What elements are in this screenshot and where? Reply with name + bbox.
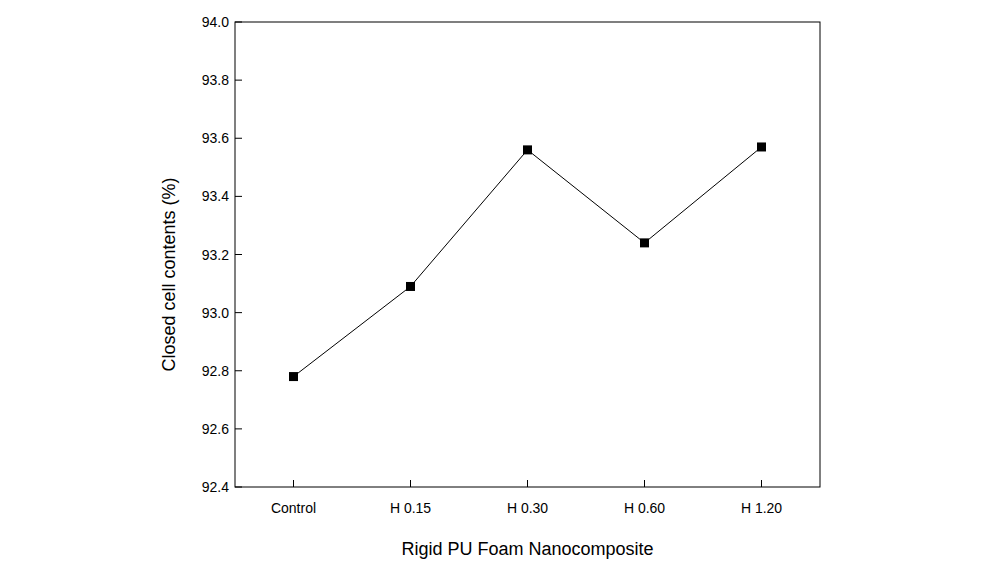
y-tick bbox=[235, 428, 242, 429]
x-tick-label: Control bbox=[271, 500, 316, 516]
y-tick bbox=[235, 312, 242, 313]
y-tick bbox=[235, 254, 242, 255]
data-point bbox=[289, 372, 298, 381]
data-point bbox=[757, 142, 766, 151]
y-tick-label: 92.4 bbox=[202, 479, 229, 495]
x-tick-label: H 1.20 bbox=[741, 500, 782, 516]
y-tick-label: 93.6 bbox=[202, 130, 229, 146]
plot-frame bbox=[235, 22, 820, 487]
x-tick-label: H 0.15 bbox=[390, 500, 431, 516]
x-tick bbox=[644, 480, 645, 487]
chart: 92.4 92.6 92.8 93.0 93.2 93.4 93.6 93.8 94.0 Cont… bbox=[0, 0, 1003, 581]
data-point bbox=[640, 238, 649, 247]
x-tick bbox=[293, 480, 294, 487]
y-tick bbox=[235, 22, 242, 23]
y-tick-label: 92.8 bbox=[202, 363, 229, 379]
y-tick-label: 93.2 bbox=[202, 247, 229, 263]
y-tick-label: 94.0 bbox=[202, 14, 229, 30]
data-point bbox=[523, 145, 532, 154]
y-tick-label: 93.8 bbox=[202, 72, 229, 88]
y-tick bbox=[235, 487, 242, 488]
data-point bbox=[406, 282, 415, 291]
x-tick bbox=[761, 480, 762, 487]
x-tick-label: H 0.60 bbox=[624, 500, 665, 516]
y-tick-label: 93.0 bbox=[202, 305, 229, 321]
y-tick bbox=[235, 138, 242, 139]
y-axis-title: Closed cell contents (%) bbox=[159, 177, 179, 371]
y-tick bbox=[235, 196, 242, 197]
series bbox=[289, 142, 766, 381]
x-tick bbox=[410, 480, 411, 487]
x-tick-label: H 0.30 bbox=[507, 500, 548, 516]
y-tick bbox=[235, 80, 242, 81]
y-tick-label: 92.6 bbox=[202, 421, 229, 437]
y-tick bbox=[235, 370, 242, 371]
x-axis-title: Rigid PU Foam Nanocomposite bbox=[401, 539, 653, 559]
data-line bbox=[294, 147, 762, 377]
y-tick-label: 93.4 bbox=[202, 188, 229, 204]
x-tick bbox=[527, 480, 528, 487]
